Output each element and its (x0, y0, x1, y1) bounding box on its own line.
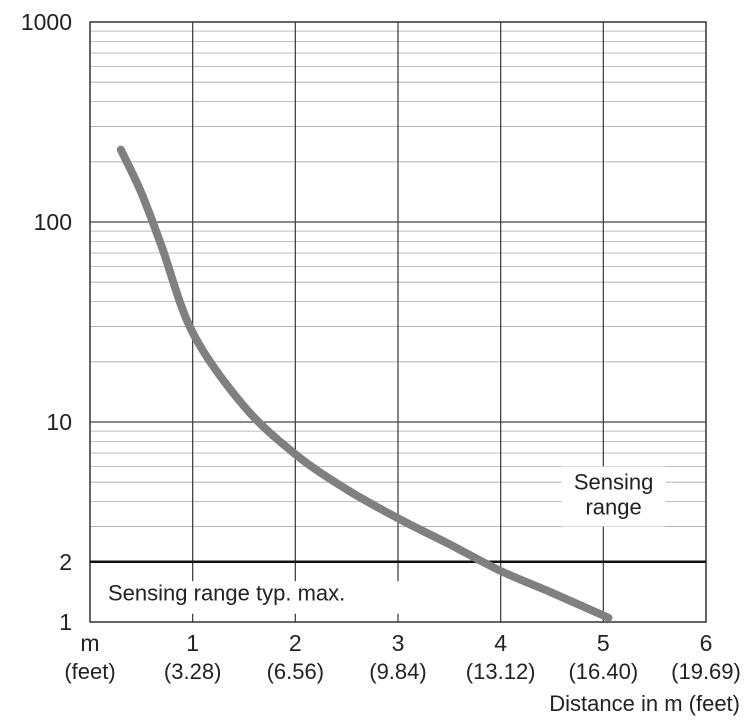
series-line (116, 145, 613, 622)
typ-max-label: Sensing range typ. max. (108, 581, 345, 606)
x-tick-label-feet: (19.69) (671, 659, 741, 684)
x-tick-label-feet: (6.56) (267, 659, 324, 684)
x-tick-label: 6 (700, 630, 713, 656)
x-tick-label: 4 (494, 630, 507, 656)
y-tick-label: 1 (59, 609, 72, 635)
annotations: Sensing range Sensing range typ. max. (100, 466, 666, 614)
y-tick-label: 10 (46, 409, 72, 435)
typ-max-label-background (100, 581, 400, 614)
y-tick-labels: 1 2 10 100 1000 (21, 9, 72, 635)
x-tick-label: 2 (289, 630, 302, 656)
y-tick-label: 1000 (21, 9, 72, 35)
x-tick-label: 1 (186, 630, 199, 656)
x-tick-labels: 1 (3.28) 2 (6.56) 3 (9.84) 4 (13.12) 5 (16.40) 6 (1… (164, 630, 741, 684)
plot-frame (89, 21, 707, 623)
x-axis-label: Distance in m (feet) (549, 691, 740, 716)
y-tick-label: 100 (34, 209, 72, 235)
x-tick-label-feet: (16.40) (568, 659, 638, 684)
x-unit-label-m: m (80, 630, 99, 656)
sensing-range-label-background (561, 466, 666, 527)
x-unit-label-feet: (feet) (64, 659, 115, 684)
x-tick-label-feet: (13.12) (466, 659, 536, 684)
x-tick-label-feet: (9.84) (369, 659, 426, 684)
sensing-range-label-line2: range (585, 494, 641, 519)
major-grid (90, 22, 706, 622)
x-tick-label: 5 (597, 630, 610, 656)
x-tick-label: 3 (392, 630, 405, 656)
y-tick-label: 2 (59, 549, 72, 575)
sensing-range-label-line1: Sensing (574, 469, 654, 494)
x-tick-label-feet: (3.28) (164, 659, 221, 684)
